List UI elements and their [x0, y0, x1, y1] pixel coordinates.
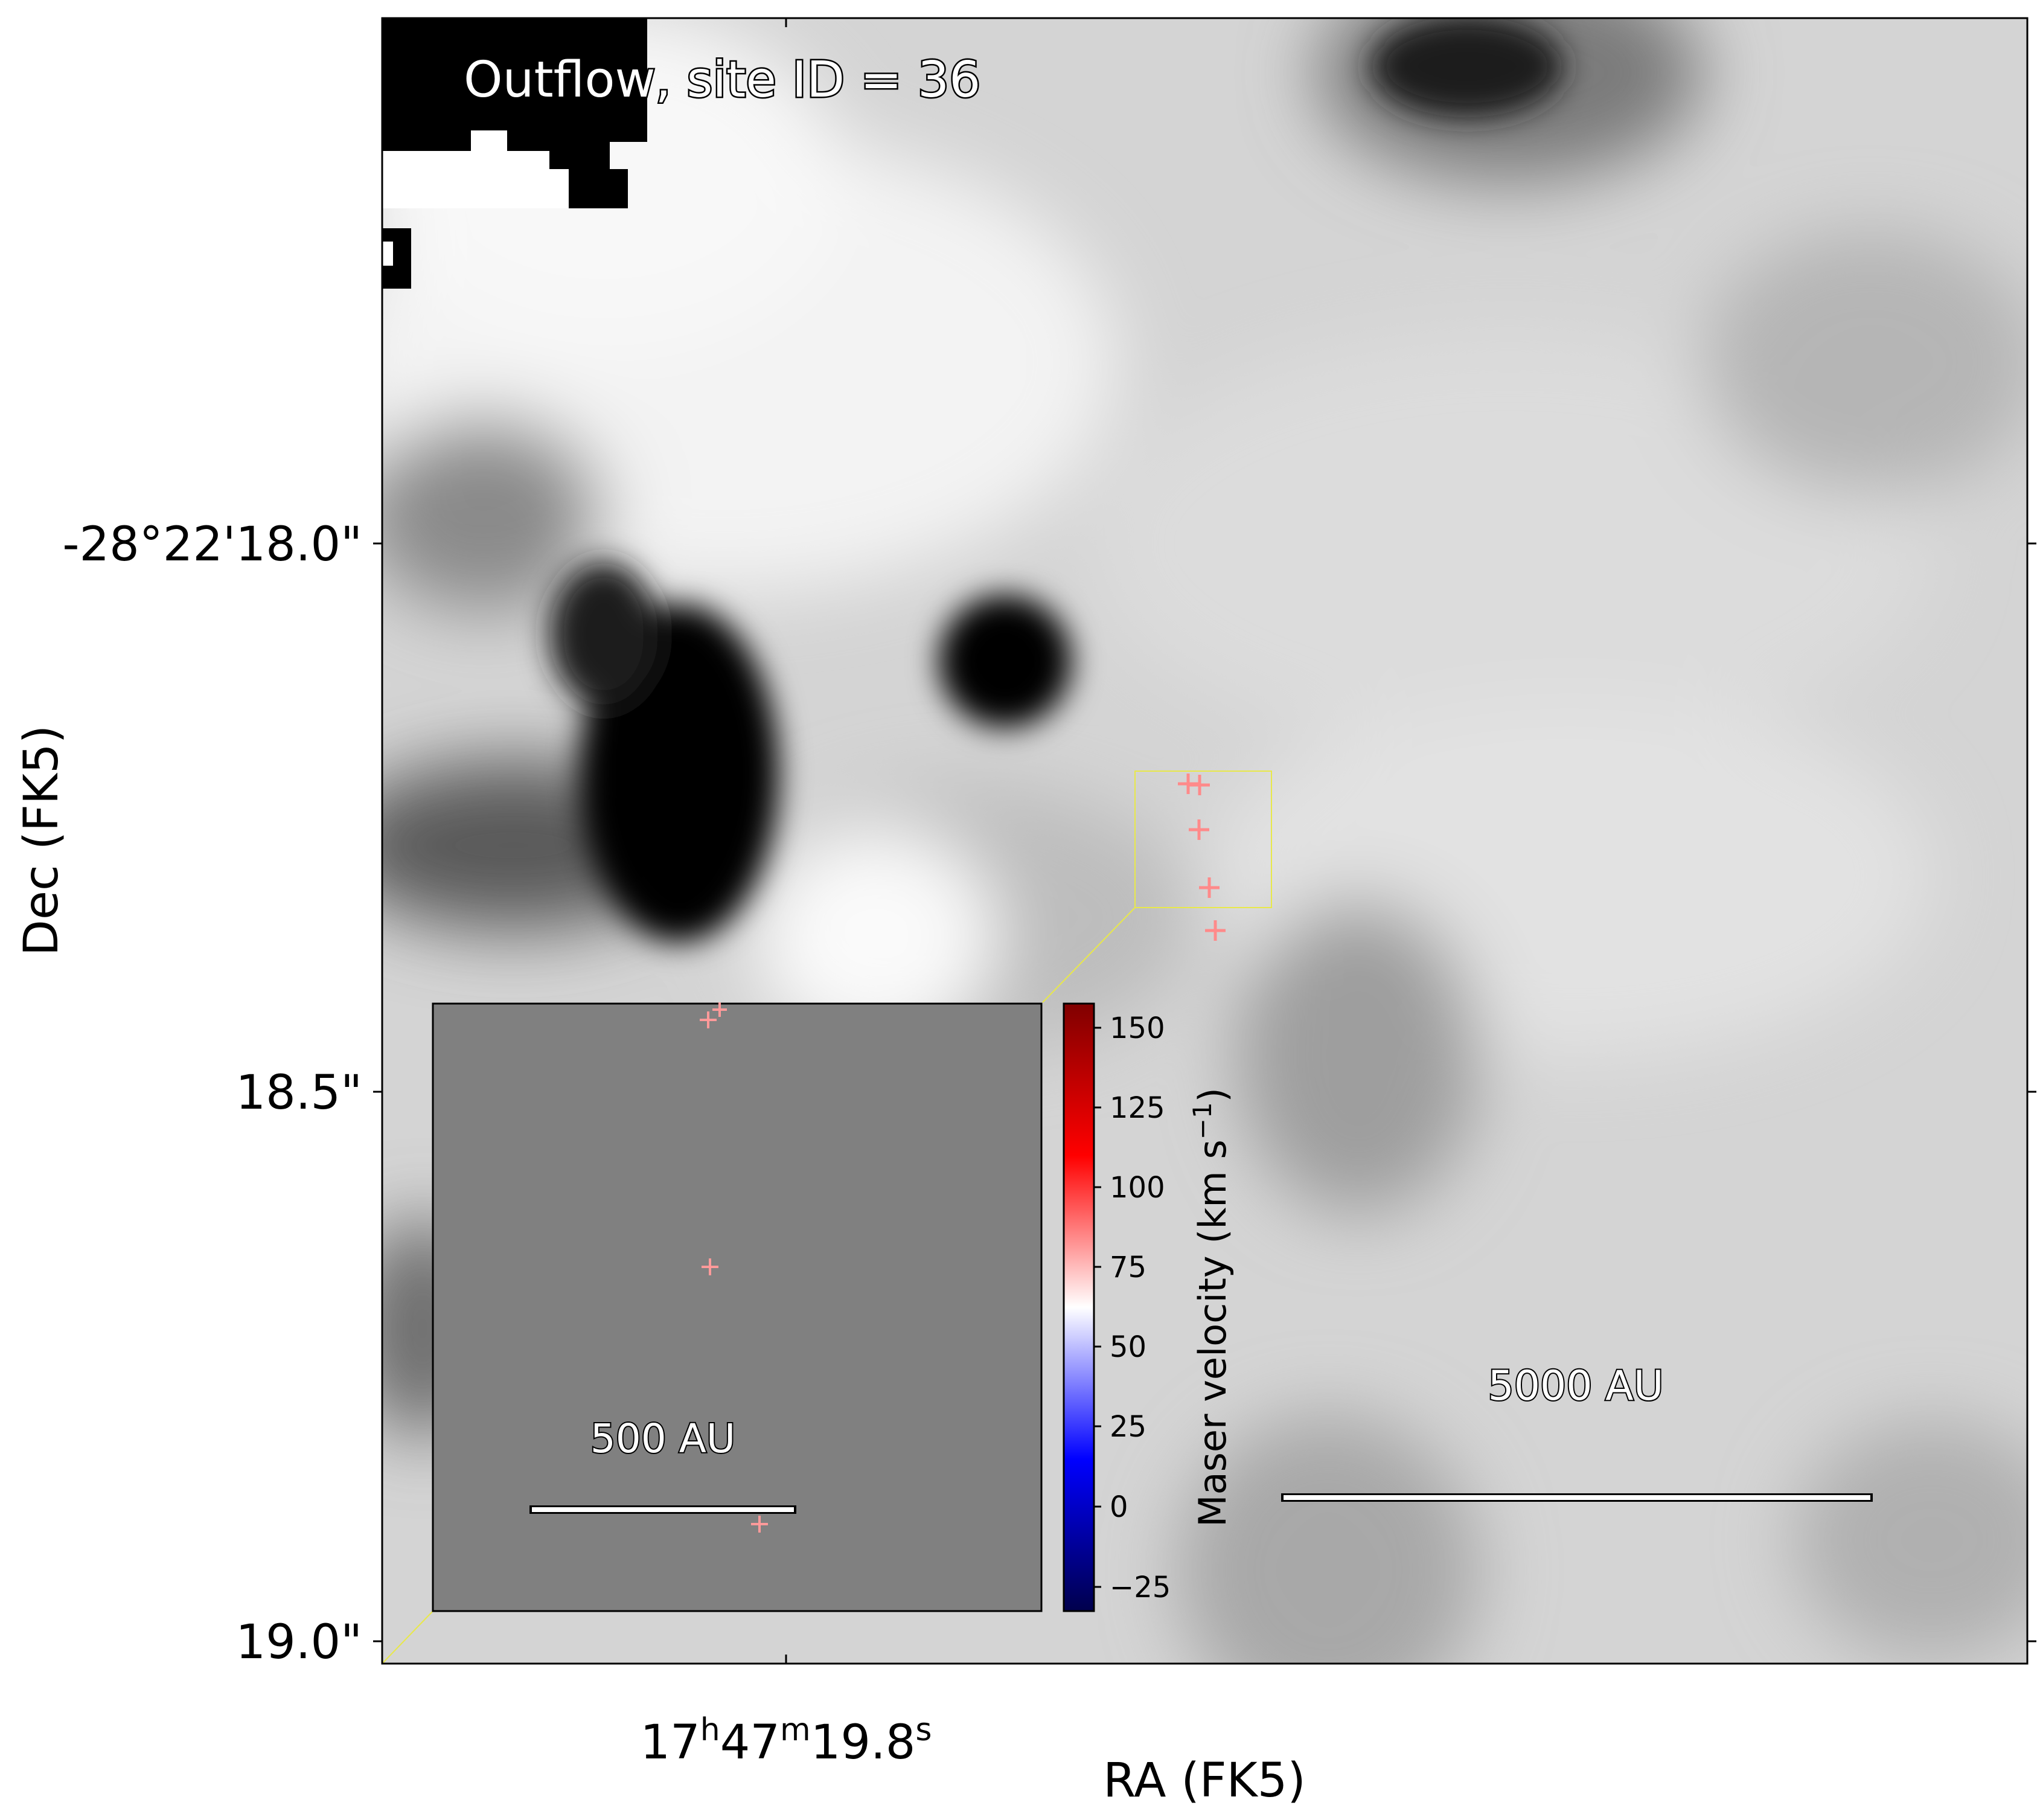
colorbar-tick-label: 0 [1110, 1490, 1128, 1524]
colorbar-tick-label: 25 [1110, 1410, 1146, 1444]
scalebar-main-label: 5000 AU [1488, 1362, 1664, 1410]
colorbar-ticks [1094, 1027, 1101, 1588]
scalebar-main-bar [1284, 1495, 1870, 1500]
maser-marker [1189, 819, 1209, 840]
inset-panel: 500 AU [432, 1002, 1043, 1612]
x-tick-unit-m: m [780, 1712, 811, 1748]
x-tick-unit-s: s [915, 1712, 932, 1748]
maser-marker [1205, 920, 1226, 941]
y-tick-label: 18.5" [235, 1066, 362, 1120]
plot-frame [381, 17, 2029, 1665]
maser-marker [1199, 877, 1220, 898]
inset-frame [432, 1002, 1043, 1612]
colorbar-label-close: ) [1191, 1088, 1235, 1102]
y-tick-label: -28°22'18.0" [62, 517, 362, 572]
colorbar-tick-label: 150 [1110, 1011, 1165, 1045]
colorbar-tick-label: 100 [1110, 1171, 1165, 1205]
colorbar-label-main: Maser velocity (km s [1191, 1139, 1235, 1527]
colorbar-label-sup: −1 [1188, 1102, 1217, 1139]
colorbar-tick-label: −25 [1110, 1571, 1171, 1604]
colorbar-tick-label: 75 [1110, 1251, 1146, 1284]
colorbar-label: Maser velocity (km s−1) [1188, 1088, 1235, 1527]
scalebar-inset-label: 500 AU [590, 1415, 735, 1462]
colorbar-gradient [1063, 1002, 1095, 1612]
colorbar: −25 0 25 50 75 100 125 150 Maser velocit… [1063, 1002, 1235, 1612]
inset-maser-marker [712, 1002, 727, 1017]
zoom-box [1134, 771, 1272, 908]
inset-maser-markers [700, 1002, 768, 1533]
main-maser-markers [1178, 774, 1226, 941]
y-tick-label: 19.0" [235, 1615, 362, 1670]
inset-maser-marker [700, 1011, 717, 1028]
scalebar-inset-bar [532, 1507, 794, 1512]
colorbar-tick-label: 125 [1110, 1091, 1165, 1125]
x-tick-label: 17h47m19.8s [641, 1712, 932, 1770]
y-axis-label: Dec (FK5) [14, 725, 69, 956]
axis-ticks [373, 18, 2036, 1664]
panel-title: Outflow, site ID = 36 [464, 51, 980, 109]
colorbar-tick-label: 50 [1110, 1330, 1146, 1364]
zoom-connector-bottom [382, 1610, 433, 1664]
inset-maser-marker [751, 1516, 768, 1533]
maser-marker [1189, 775, 1210, 795]
x-tick-unit-h: h [700, 1712, 720, 1748]
inset-maser-marker [702, 1258, 718, 1275]
x-axis-label: RA (FK5) [1103, 1754, 1306, 1808]
zoom-connector-top [1042, 907, 1136, 1003]
